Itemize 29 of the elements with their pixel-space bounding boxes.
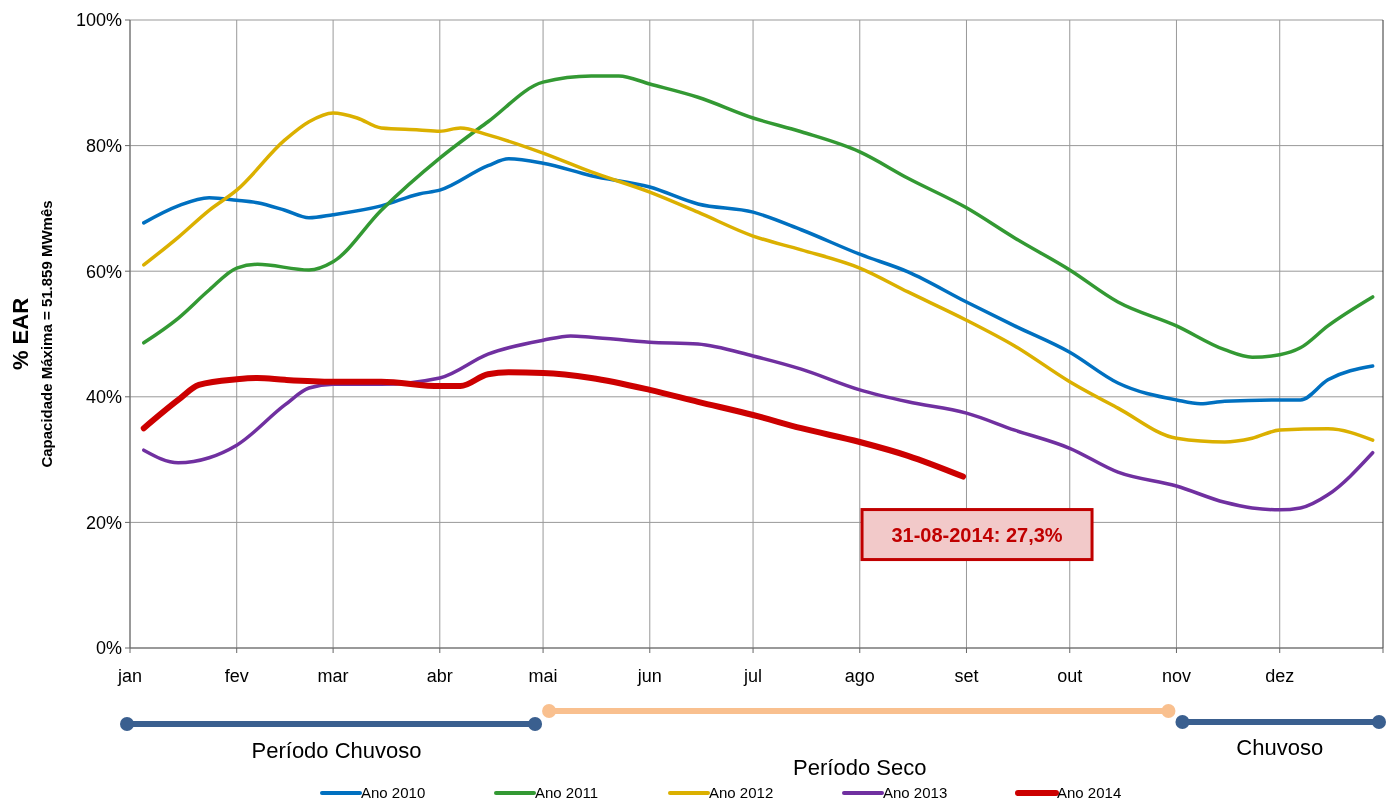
x-tick-label: mar <box>317 666 349 686</box>
x-tick-label: mai <box>528 666 558 686</box>
y-tick-label: 0% <box>95 638 122 659</box>
legend-label: Ano 2012 <box>709 784 774 802</box>
x-tick-label: dez <box>1265 666 1295 686</box>
x-tick-label: jul <box>743 666 763 686</box>
x-tick-label: jun <box>636 666 662 686</box>
x-tick-label: ago <box>844 666 875 686</box>
y-tick-label: 60% <box>85 261 122 282</box>
legend-label: Ano 2011 <box>535 784 599 802</box>
y-tick-label: 100% <box>75 10 122 31</box>
legend-label: Ano 2010 <box>361 784 426 802</box>
text: Chuvoso <box>1236 735 1324 760</box>
text: Capacidade Máxima = 51.859 MWmês <box>38 200 55 468</box>
x-tick-label: abr <box>426 666 453 686</box>
text: Período Chuvoso <box>251 738 422 763</box>
legend-label: Ano 2014 <box>1057 784 1122 802</box>
annotation: 31-08-2014: 27,3% <box>891 523 1063 546</box>
legend-label: Ano 2013 <box>883 784 948 802</box>
x-tick-label: fev <box>224 666 249 686</box>
text: Período Seco <box>793 755 927 780</box>
x-tick-label: set <box>954 666 979 686</box>
x-tick-label: jan <box>116 666 143 686</box>
x-tick-label: nov <box>1161 666 1191 686</box>
x-tick-label: out <box>1057 666 1083 686</box>
y-axis-title: % EAR <box>8 297 33 371</box>
y-tick-label: 40% <box>85 387 122 408</box>
y-tick-label: 20% <box>85 512 122 533</box>
y-tick-label: 80% <box>85 135 122 156</box>
